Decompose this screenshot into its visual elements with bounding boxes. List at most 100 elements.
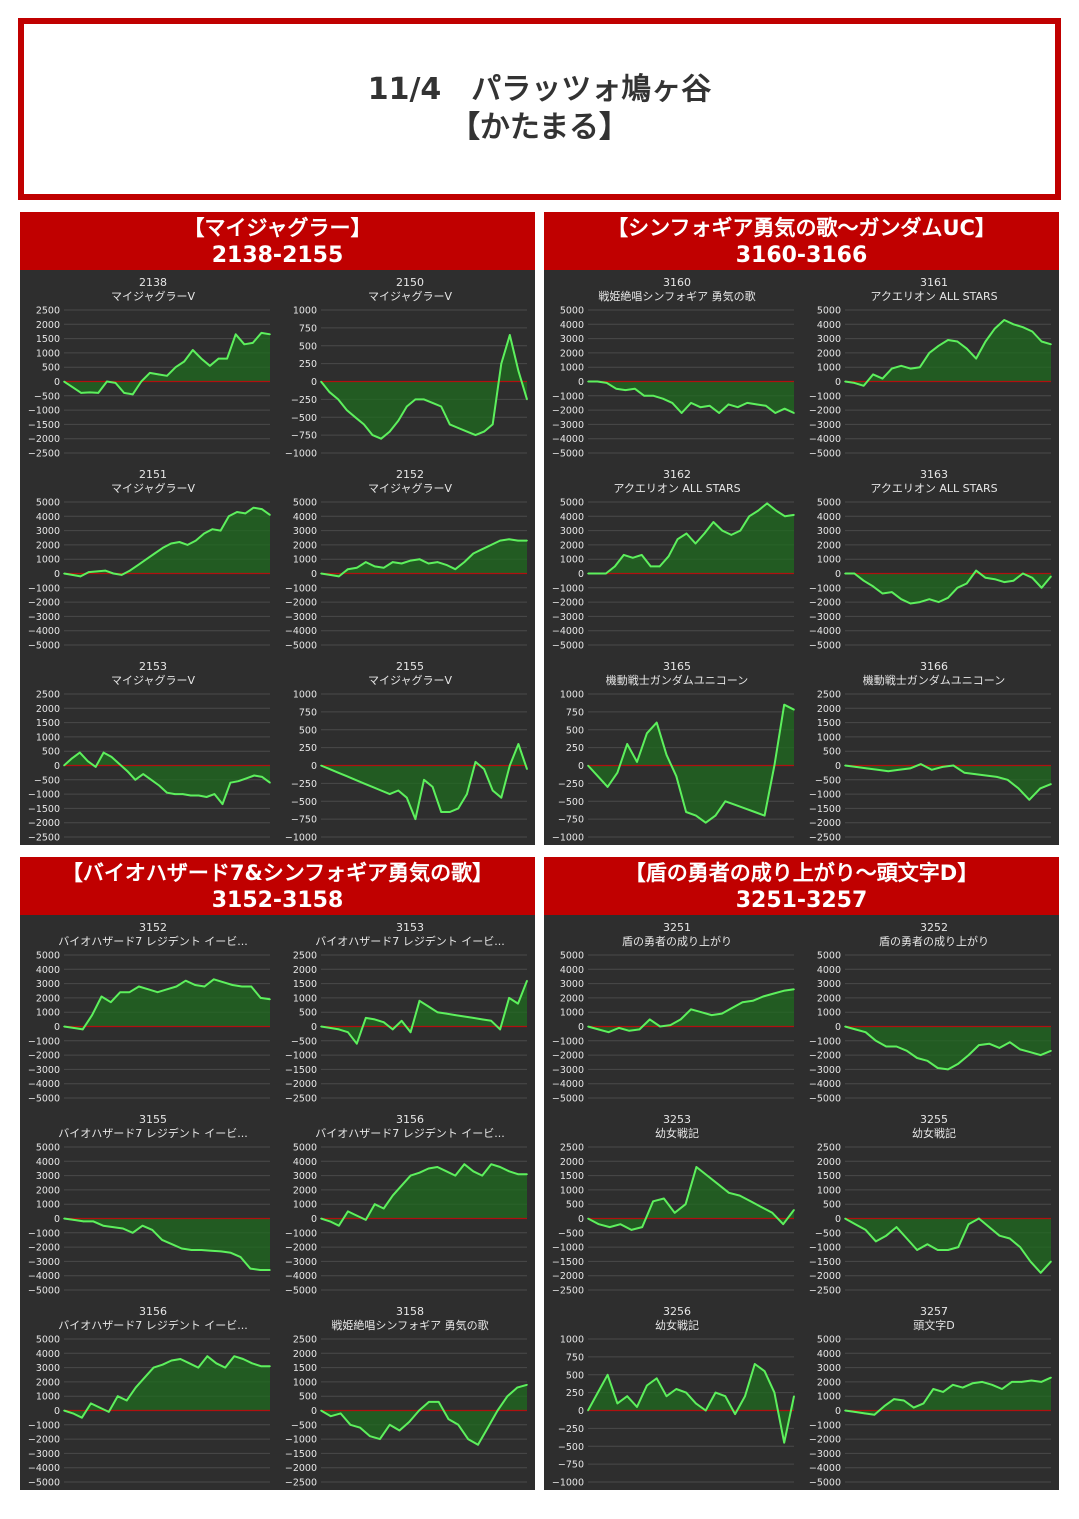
data-point: [952, 1384, 954, 1386]
area-fill: [845, 1218, 1051, 1273]
y-tick-label: 3000: [817, 526, 841, 537]
data-point: [754, 811, 756, 813]
data-point: [320, 380, 322, 383]
y-tick-label: 1000: [560, 1185, 584, 1196]
data-point: [119, 991, 121, 993]
y-tick-label: −1000: [809, 1036, 841, 1047]
data-point: [875, 1240, 877, 1243]
y-tick-label: −4000: [285, 626, 317, 637]
data-point: [919, 366, 921, 368]
data-point: [926, 1243, 929, 1245]
data-point: [967, 1223, 970, 1225]
data-point: [587, 764, 589, 767]
y-tick-label: −4000: [28, 1271, 60, 1282]
y-tick-label: 0: [54, 377, 60, 388]
chart-2153: 2153 マイジャグラーV 2500 2000 1500 1000 500 0 −500 −100…: [20, 654, 277, 846]
data-point: [142, 773, 144, 775]
data-point: [597, 1028, 600, 1031]
data-point: [158, 784, 160, 787]
data-point: [1003, 319, 1005, 321]
data-point: [228, 515, 230, 518]
data-point: [236, 511, 238, 513]
data-point: [739, 1194, 741, 1197]
data-point: [844, 572, 846, 575]
data-point: [409, 1174, 412, 1177]
chart-2138: 2138 マイジャグラーV 2500 2000 1500 1000 500 0 −500 −100…: [20, 270, 277, 462]
data-point: [140, 380, 143, 383]
data-point: [652, 1200, 654, 1203]
y-tick-label: 4000: [817, 1349, 841, 1360]
data-point: [215, 1362, 218, 1365]
data-point: [663, 1197, 665, 1200]
chart-3162: 3162 アクエリオン ALL STARS 5000 4000 3000 2000 1000…: [544, 462, 801, 654]
y-tick-label: −3000: [285, 1257, 317, 1268]
data-point: [226, 357, 228, 360]
data-point: [783, 407, 786, 410]
data-point: [517, 1173, 519, 1175]
y-tick-label: 750: [566, 1352, 584, 1363]
data-point: [131, 1232, 134, 1234]
data-point: [517, 539, 519, 542]
data-point: [909, 367, 912, 370]
header-box: 11/4 パラッツォ鳩ヶ谷 【かたまる】: [18, 18, 1061, 200]
data-point: [269, 1269, 271, 1271]
data-point: [371, 434, 374, 436]
data-point: [134, 1386, 137, 1389]
data-point: [630, 1229, 633, 1231]
data-point: [143, 1376, 146, 1379]
y-tick-label: 5000: [560, 951, 584, 962]
data-point: [616, 771, 619, 774]
data-point: [662, 397, 664, 400]
data-point: [79, 751, 81, 754]
y-tick-label: 2000: [36, 540, 60, 551]
chart-machine-name: 盾の勇者の成り上がり: [879, 934, 989, 948]
data-point: [233, 1355, 235, 1357]
data-point: [260, 1365, 262, 1367]
data-point: [81, 1416, 83, 1419]
data-point: [614, 565, 616, 568]
y-tick-label: −1000: [28, 1036, 60, 1047]
data-point: [447, 1418, 450, 1420]
data-point: [423, 398, 425, 401]
data-point: [423, 779, 425, 781]
data-point: [1022, 326, 1024, 328]
data-point: [978, 1217, 980, 1220]
data-point: [587, 1409, 589, 1412]
y-tick-label: −2500: [809, 833, 841, 844]
y-tick-label: 5000: [560, 498, 584, 509]
data-point: [1020, 1381, 1023, 1383]
data-point: [875, 1040, 877, 1042]
y-tick-label: −1000: [552, 583, 584, 594]
data-point: [365, 1017, 367, 1019]
data-point: [112, 1226, 114, 1228]
y-tick-label: 1000: [36, 1008, 60, 1019]
data-point: [363, 423, 365, 426]
y-tick-label: 3000: [817, 334, 841, 345]
y-tick-label: 1500: [293, 979, 317, 990]
y-tick-label: 0: [311, 1214, 317, 1225]
y-tick-label: 500: [42, 363, 60, 374]
y-tick-label: 1000: [817, 1185, 841, 1196]
data-point: [864, 1229, 867, 1231]
y-tick-label: −3000: [28, 1257, 60, 1268]
y-tick-label: −1000: [809, 583, 841, 594]
data-point: [616, 1402, 619, 1405]
data-point: [936, 1249, 939, 1251]
y-tick-label: −5000: [28, 1478, 60, 1489]
chart-machine-name: 幼女戦記: [655, 1126, 699, 1140]
data-point: [467, 1438, 469, 1440]
y-tick-label: 2000: [817, 348, 841, 359]
data-point: [178, 541, 181, 543]
data-point: [457, 427, 460, 429]
data-point: [516, 1386, 518, 1389]
data-point: [211, 528, 214, 530]
data-point: [748, 515, 750, 518]
y-tick-label: 0: [311, 1022, 317, 1033]
y-tick-label: 250: [299, 743, 317, 754]
y-tick-label: −2500: [28, 449, 60, 460]
data-point: [685, 811, 687, 813]
series-line: [63, 506, 271, 578]
data-point: [765, 405, 767, 407]
